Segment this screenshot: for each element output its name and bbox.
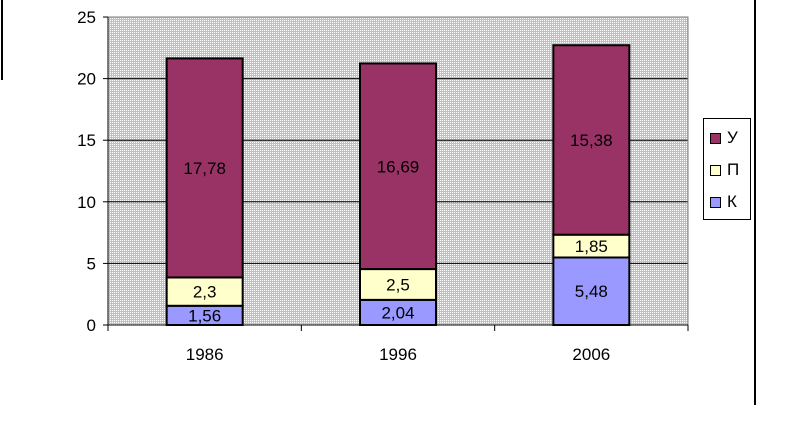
data-label-1986-У: 17,78 xyxy=(183,159,226,178)
x-tick-label-2006: 2006 xyxy=(572,345,610,364)
legend-item-u: У xyxy=(710,127,738,149)
data-label-1996-У: 16,69 xyxy=(377,157,420,176)
legend-swatch-k xyxy=(710,196,721,208)
legend-swatch-u xyxy=(710,132,721,144)
data-label-1986-К: 1,56 xyxy=(188,306,221,325)
bar-1996-П xyxy=(359,268,437,301)
y-tick-label-15: 15 xyxy=(77,131,96,150)
y-tick-label-0: 0 xyxy=(87,316,96,335)
legend-item-p: П xyxy=(710,159,739,181)
legend-label-p: П xyxy=(727,160,740,179)
y-tick-label-25: 25 xyxy=(77,8,96,27)
bar-1986-У xyxy=(165,57,244,279)
legend-label-k: К xyxy=(727,192,737,211)
data-label-2006-У: 15,38 xyxy=(570,131,613,150)
legend-swatch-p xyxy=(710,164,721,176)
bar-1986-П xyxy=(165,276,244,307)
legend-label-u: У xyxy=(727,128,738,147)
bar-2006-К xyxy=(552,256,631,326)
bar-1996-У xyxy=(359,62,437,271)
data-label-1996-К: 2,04 xyxy=(381,303,414,322)
frame-left-line xyxy=(1,0,3,80)
data-label-1986-П: 2,3 xyxy=(193,283,217,302)
y-tick-label-5: 5 xyxy=(87,254,96,273)
bar-1996-К xyxy=(359,298,437,326)
legend-item-k: К xyxy=(710,191,737,213)
data-label-2006-К: 5,48 xyxy=(575,282,608,301)
frame-right-line xyxy=(754,0,756,405)
legend: У П К xyxy=(703,118,751,220)
data-label-1996-П: 2,5 xyxy=(386,275,410,294)
y-tick-label-20: 20 xyxy=(77,70,96,89)
y-tick-label-10: 10 xyxy=(77,193,96,212)
data-label-2006-П: 1,85 xyxy=(575,237,608,256)
x-tick-label-1996: 1996 xyxy=(379,345,417,364)
bar-2006-У xyxy=(552,44,631,236)
x-tick-label-1986: 1986 xyxy=(186,345,224,364)
